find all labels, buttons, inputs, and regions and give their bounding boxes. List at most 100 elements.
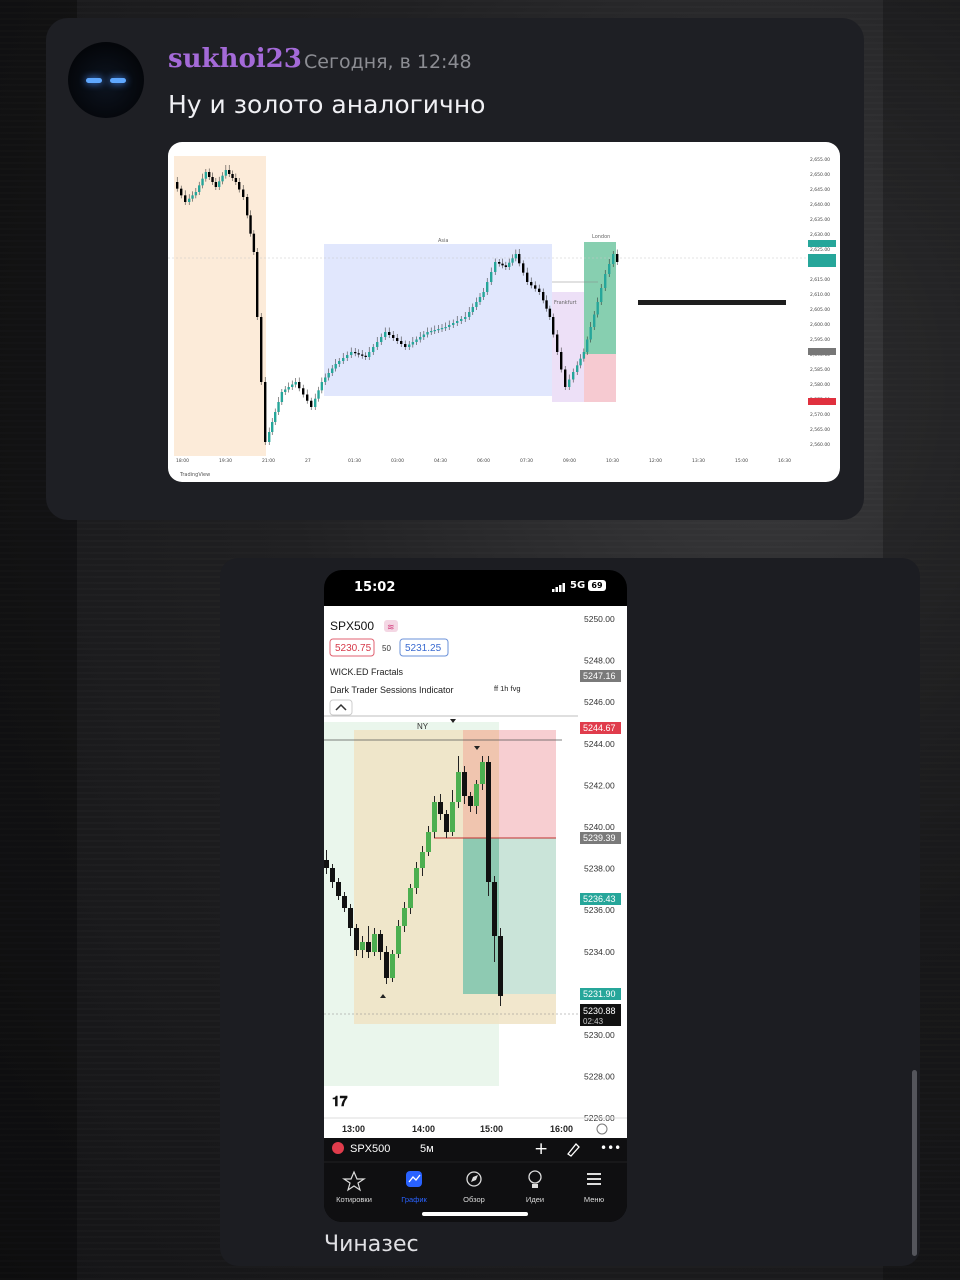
candle <box>324 377 327 382</box>
candle <box>511 258 514 263</box>
time-axis-label: 27 <box>305 458 311 464</box>
candle <box>552 317 555 335</box>
quotes-icon[interactable] <box>342 1170 366 1192</box>
bottom-bar-graphics: SPX500 5м + ••• Котировки График Обзор Идеи… <box>324 1139 627 1216</box>
candle <box>468 312 471 317</box>
candle <box>426 332 429 335</box>
time-axis-label: 18:00 <box>176 458 189 464</box>
settings-icon[interactable] <box>596 1123 608 1135</box>
add-icon[interactable]: + <box>534 1139 548 1159</box>
scrollbar[interactable] <box>912 1070 917 1256</box>
status-bar: 15:02 5G 69 <box>324 570 627 606</box>
candle <box>460 319 463 321</box>
candle <box>582 352 586 359</box>
candle <box>508 262 511 267</box>
candle <box>298 382 301 389</box>
candle <box>471 307 474 312</box>
candle <box>256 252 259 317</box>
candle <box>221 175 224 182</box>
candle <box>596 302 599 315</box>
fractal-marker <box>380 994 386 998</box>
session-label-ny: NY <box>417 722 429 731</box>
price-axis-label: 2,635.00 <box>810 217 830 223</box>
draw-icon[interactable] <box>567 1143 580 1157</box>
candle <box>310 400 313 407</box>
price-axis-label: 2,610.00 <box>810 292 830 298</box>
stop-loss-zone <box>584 354 616 402</box>
candle <box>360 942 365 950</box>
candle <box>444 814 449 832</box>
candle <box>433 330 436 332</box>
message-card-2: 15:02 5G 69 SPX500 ≋ 5230.75 50 5231.25 … <box>220 558 920 1266</box>
candle <box>462 772 467 796</box>
time-axis-label: 14:00 <box>412 1124 435 1134</box>
candle <box>330 868 335 882</box>
candle <box>589 327 592 340</box>
candle <box>538 288 541 292</box>
time-axis-label: 03:00 <box>391 458 404 464</box>
time-axis-label: 04:30 <box>434 458 447 464</box>
nav-label[interactable]: Обзор <box>463 1195 485 1204</box>
candle <box>456 772 461 802</box>
price-tag-4 <box>580 893 621 905</box>
indicator-sessions[interactable]: Dark Trader Sessions Indicator <box>330 685 454 695</box>
menu-icon[interactable] <box>587 1173 601 1175</box>
candle <box>201 178 204 186</box>
candle <box>338 361 341 364</box>
candle <box>400 341 403 344</box>
time-axis-label: 21:00 <box>262 458 275 464</box>
nav-label[interactable]: Меню <box>584 1195 605 1204</box>
time-axis-label: 19:30 <box>219 458 232 464</box>
candle <box>294 382 297 385</box>
nav-label[interactable]: График <box>401 1195 427 1204</box>
phone-screenshot[interactable]: 15:02 5G 69 SPX500 ≋ 5230.75 50 5231.25 … <box>324 570 627 1222</box>
collapse-button[interactable] <box>329 699 353 716</box>
candle <box>314 398 317 407</box>
candle <box>480 762 485 784</box>
username[interactable]: sukhoi23 <box>168 44 302 74</box>
candle <box>530 282 533 286</box>
overview-icon[interactable] <box>466 1171 482 1187</box>
indicator-fractals[interactable]: WICK.ED Fractals <box>330 667 404 677</box>
candle <box>287 387 290 390</box>
price-axis-label: 2,605.00 <box>810 307 830 313</box>
candle <box>260 317 263 382</box>
price-axis-label: 5246.00 <box>584 697 615 707</box>
gold-chart: Asia Frankfurt London 2,655.00 2,650.00 2,… <box>168 156 836 478</box>
nav-label[interactable]: Котировки <box>336 1195 372 1204</box>
status-time: 15:02 <box>354 580 396 595</box>
bid-box[interactable] <box>329 638 375 657</box>
toolbar-symbol[interactable]: SPX500 <box>350 1143 390 1155</box>
time-axis-label: 16:30 <box>778 458 791 464</box>
gold-chart-image[interactable]: Asia Frankfurt London 2,655.00 2,650.00 2,… <box>168 142 840 482</box>
message-card: sukhoi23 Сегодня, в 12:48 Ну и золото ан… <box>46 18 864 520</box>
chart-screen[interactable]: SPX500 ≋ 5230.75 50 5231.25 WICK.ED Frac… <box>324 606 627 1138</box>
bid-price: 5230.75 <box>335 643 372 654</box>
price-tag-2 <box>580 722 621 734</box>
candle <box>564 369 567 387</box>
candle <box>306 394 309 401</box>
candle <box>430 331 433 333</box>
bulb-base-icon <box>532 1184 538 1188</box>
candle <box>526 272 529 282</box>
candle <box>234 178 238 182</box>
tradingview-logo: 𝟏𝟕 <box>332 1094 348 1110</box>
app-bottom-bar: SPX500 5м + ••• Котировки График Обзор Идеи… <box>324 1138 627 1222</box>
candle <box>548 308 552 317</box>
more-icon[interactable]: ••• <box>600 1141 621 1155</box>
candle <box>388 332 391 335</box>
candle <box>498 936 503 996</box>
ideas-icon[interactable] <box>528 1170 542 1184</box>
candle <box>404 344 407 347</box>
ask-box[interactable] <box>399 638 449 657</box>
toolbar-interval[interactable]: 5м <box>420 1143 434 1155</box>
time-axis-label: 15:00 <box>480 1124 503 1134</box>
session-icon <box>384 620 398 632</box>
candle <box>372 934 377 952</box>
candle <box>478 297 482 302</box>
time-axis-label: 09:00 <box>563 458 576 464</box>
nav-label[interactable]: Идеи <box>526 1195 544 1204</box>
candle <box>320 382 324 391</box>
chart-icon[interactable] <box>406 1171 422 1187</box>
avatar[interactable] <box>68 42 144 118</box>
